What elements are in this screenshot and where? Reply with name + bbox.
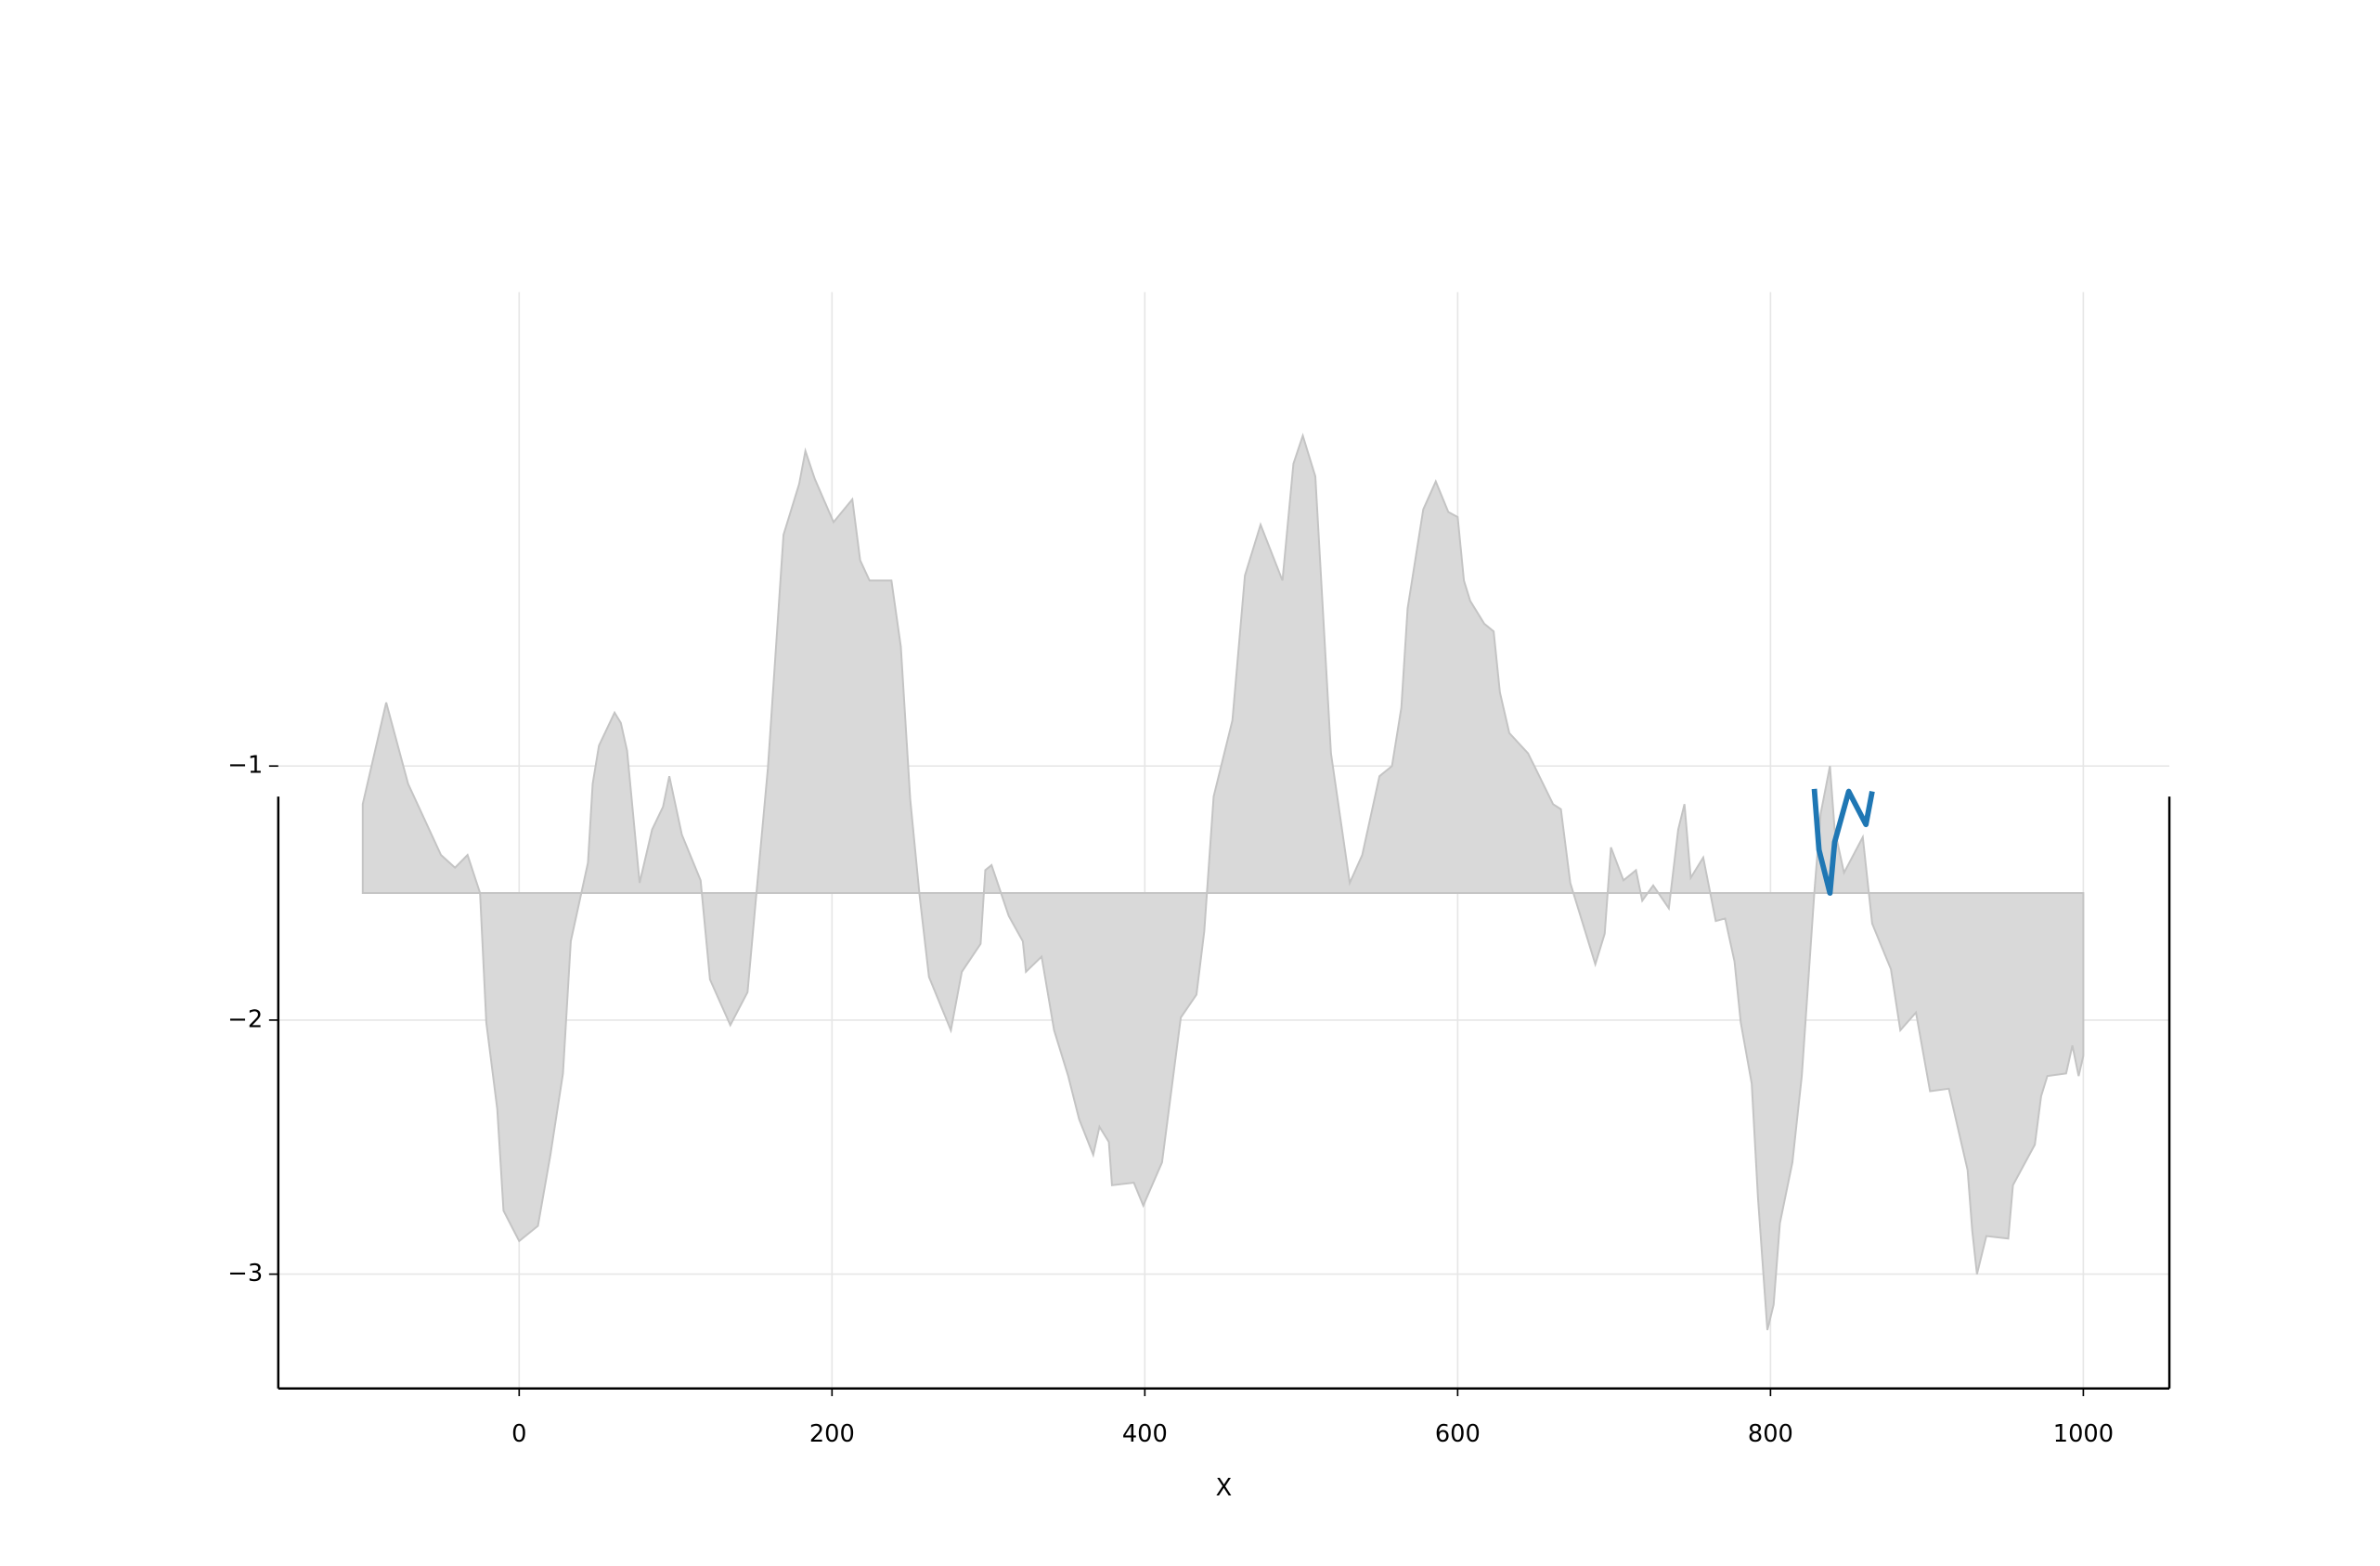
x-tick-label: 600 <box>1435 1420 1481 1448</box>
x-tick-label: 800 <box>1748 1420 1793 1448</box>
x-tick-label: 400 <box>1122 1420 1168 1448</box>
y-tick-label: −3 <box>227 1260 263 1288</box>
area <box>361 433 2085 1331</box>
x-tick-label: 200 <box>809 1420 855 1448</box>
y-tick-label: −1 <box>227 752 263 780</box>
x-tick-label: 0 <box>511 1420 526 1448</box>
x-tick-label: 1000 <box>2053 1420 2114 1448</box>
x-axis-label: X <box>1216 1474 1233 1502</box>
line <box>1811 788 1875 896</box>
y-tick-label: −2 <box>227 1005 263 1033</box>
